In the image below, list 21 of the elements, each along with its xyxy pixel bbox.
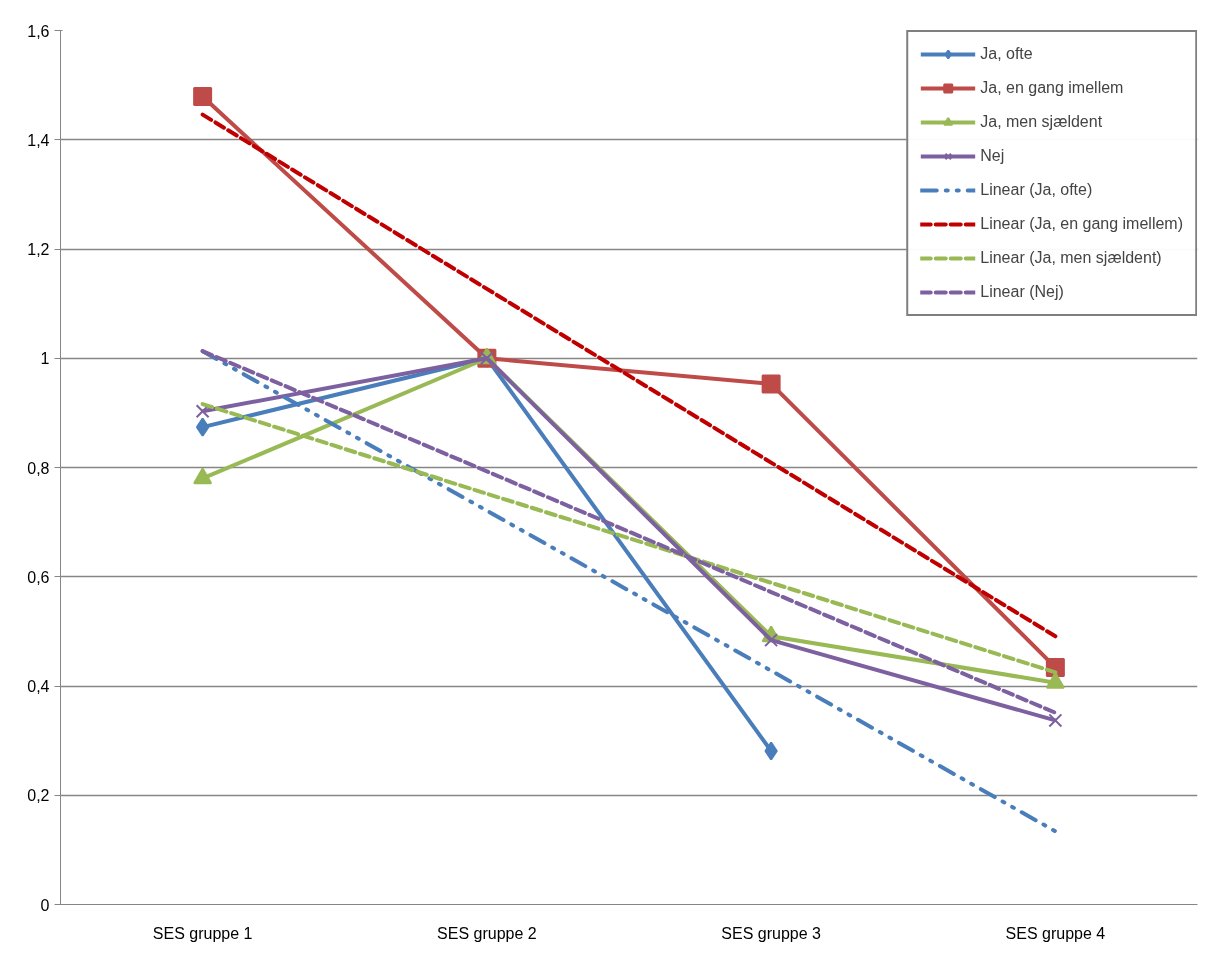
y-tick-label: 0: [40, 896, 50, 914]
legend-label: Nej: [980, 147, 1005, 165]
legend-label: Linear (Nej): [980, 283, 1064, 301]
y-tick-label: 1,6: [27, 22, 50, 40]
legend-label: Ja, men sjældent: [980, 113, 1103, 131]
y-tick-label: 1,4: [27, 131, 50, 149]
x-tick-label: SES gruppe 3: [721, 924, 822, 942]
legend-label: Linear (Ja, ofte): [980, 181, 1093, 199]
y-tick-label: 0,2: [27, 787, 50, 805]
x-tick-label: SES gruppe 4: [1005, 924, 1106, 942]
legend-label: Ja, en gang imellem: [980, 79, 1124, 97]
legend-label: Ja, ofte: [980, 45, 1033, 63]
x-tick-label: SES gruppe 1: [152, 924, 253, 942]
y-tick-label: 1: [40, 350, 50, 368]
y-tick-label: 0,8: [27, 459, 50, 477]
y-tick-label: 0,4: [27, 678, 50, 695]
y-tick-label: 1,2: [27, 241, 50, 258]
y-tick-label: 0,6: [27, 568, 50, 586]
legend-label: Linear (Ja, men sjældent): [980, 249, 1162, 267]
legend-label: Linear (Ja, en gang imellem): [980, 215, 1183, 233]
x-tick-label: SES gruppe 2: [437, 924, 537, 942]
